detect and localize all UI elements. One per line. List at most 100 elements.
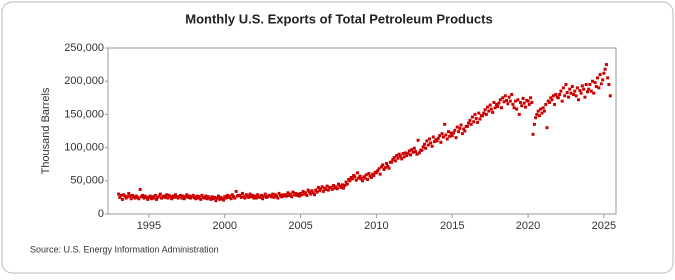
data-point — [381, 163, 385, 167]
data-point — [343, 183, 347, 187]
data-point — [357, 176, 361, 180]
y-tick-label: 0 — [98, 208, 104, 220]
data-point — [382, 168, 386, 172]
plot-area — [107, 47, 617, 215]
data-point — [290, 195, 294, 199]
data-point — [233, 196, 237, 200]
data-point — [603, 67, 607, 71]
data-point — [150, 197, 154, 201]
data-point — [340, 183, 344, 187]
data-point — [513, 99, 517, 103]
data-point — [326, 188, 330, 192]
data-point — [341, 186, 345, 190]
data-point — [300, 193, 304, 197]
data-point — [409, 153, 413, 157]
data-point — [529, 96, 533, 100]
data-point — [141, 193, 145, 197]
data-point — [553, 102, 557, 106]
data-point — [400, 157, 404, 161]
data-point — [416, 138, 420, 142]
data-point — [129, 197, 133, 201]
data-point — [472, 120, 476, 124]
data-point — [599, 82, 603, 86]
data-point — [583, 95, 587, 99]
data-point — [280, 195, 284, 199]
data-point — [213, 195, 217, 199]
data-point — [425, 139, 429, 143]
data-point — [118, 195, 122, 199]
data-point — [549, 96, 553, 100]
data-point — [314, 188, 318, 192]
data-point — [558, 92, 562, 96]
data-point — [481, 114, 485, 118]
data-point — [185, 193, 189, 197]
data-point — [497, 101, 501, 105]
data-point — [204, 194, 208, 198]
data-point — [488, 103, 492, 107]
data-point — [521, 96, 525, 100]
data-point — [195, 194, 199, 198]
data-point — [339, 185, 343, 189]
data-point — [584, 83, 588, 87]
data-point — [582, 87, 586, 91]
data-point — [168, 195, 172, 199]
data-point — [441, 135, 445, 139]
data-point — [443, 122, 447, 126]
data-point — [358, 174, 362, 178]
data-point — [587, 87, 591, 91]
data-point — [392, 156, 396, 160]
data-point — [197, 195, 201, 199]
data-point — [570, 85, 574, 89]
data-point — [604, 63, 608, 67]
data-point — [398, 154, 402, 158]
data-point — [598, 73, 602, 77]
data-point — [378, 172, 382, 176]
data-point — [305, 193, 309, 197]
data-point — [592, 91, 596, 95]
data-point — [306, 188, 310, 192]
data-point — [439, 140, 443, 144]
data-point — [518, 100, 522, 104]
data-point — [316, 185, 320, 189]
data-point — [247, 195, 251, 199]
data-point — [597, 86, 601, 90]
data-point — [310, 189, 314, 193]
data-point — [259, 193, 263, 197]
data-point — [531, 132, 535, 136]
data-point — [396, 156, 400, 160]
data-point — [444, 133, 448, 137]
data-point — [354, 178, 358, 182]
data-point — [345, 182, 349, 186]
data-point — [173, 193, 177, 197]
data-point — [225, 193, 229, 197]
data-point — [506, 102, 510, 106]
data-point — [512, 106, 516, 110]
data-point — [269, 195, 273, 199]
y-tick-label: 150,000 — [64, 108, 104, 120]
data-point — [155, 197, 159, 201]
data-point — [503, 94, 507, 98]
data-point — [404, 151, 408, 155]
data-point — [376, 169, 380, 173]
data-point — [446, 130, 450, 134]
data-point — [449, 131, 453, 135]
data-point — [243, 196, 247, 200]
data-point — [493, 106, 497, 110]
data-point — [551, 94, 555, 98]
data-point — [564, 83, 568, 87]
data-point — [539, 107, 543, 111]
data-point — [229, 197, 233, 201]
data-point — [170, 197, 174, 201]
data-point — [411, 150, 415, 154]
data-point — [146, 197, 150, 201]
data-point — [559, 89, 563, 93]
data-point — [542, 109, 546, 113]
data-point — [117, 192, 121, 196]
data-point — [119, 193, 123, 197]
data-point — [572, 92, 576, 96]
data-point — [608, 94, 612, 98]
data-point — [148, 194, 152, 198]
data-point — [595, 76, 599, 80]
data-point — [209, 197, 213, 201]
